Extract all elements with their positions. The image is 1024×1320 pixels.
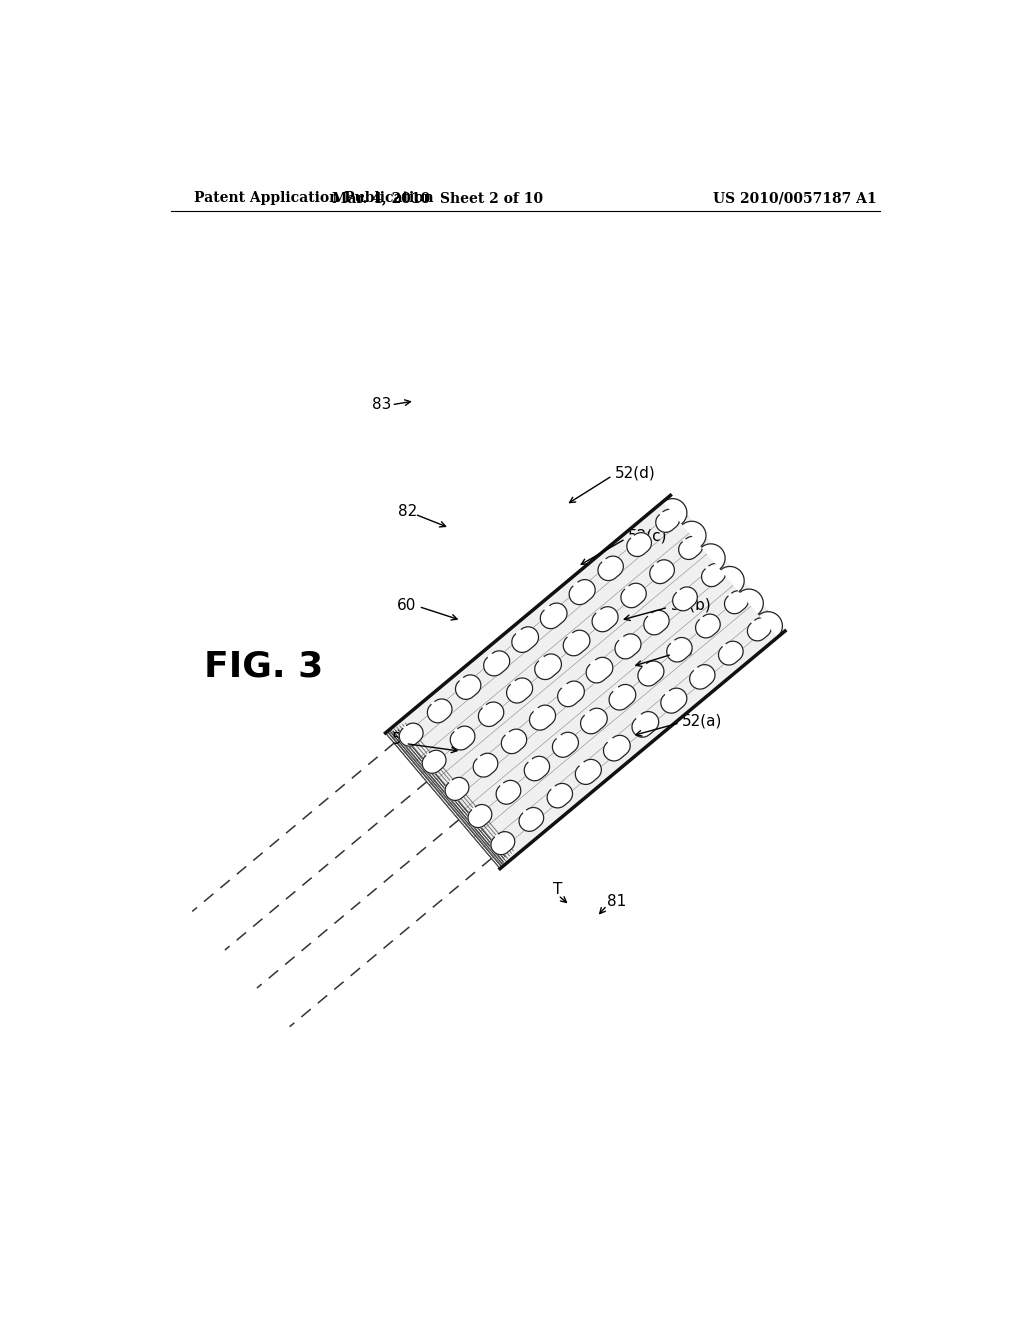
Text: 82: 82: [397, 503, 417, 519]
Text: 52(d): 52(d): [614, 465, 655, 480]
Text: FIG. 3: FIG. 3: [204, 649, 324, 684]
Polygon shape: [575, 759, 601, 784]
Polygon shape: [701, 564, 725, 586]
Polygon shape: [673, 587, 697, 611]
Polygon shape: [609, 685, 636, 710]
Polygon shape: [627, 533, 651, 557]
Polygon shape: [683, 521, 706, 546]
Polygon shape: [721, 566, 744, 591]
Polygon shape: [592, 607, 618, 632]
Polygon shape: [385, 495, 785, 869]
Text: 52(b): 52(b): [671, 598, 712, 612]
Text: US 2010/0057187 A1: US 2010/0057187 A1: [713, 191, 877, 206]
Polygon shape: [519, 808, 544, 832]
Polygon shape: [552, 733, 579, 758]
Polygon shape: [695, 614, 720, 638]
Text: 81: 81: [607, 894, 627, 909]
Polygon shape: [490, 832, 515, 855]
Polygon shape: [586, 657, 612, 682]
Polygon shape: [563, 630, 590, 656]
Text: 60: 60: [397, 598, 417, 612]
Polygon shape: [535, 653, 561, 680]
Polygon shape: [569, 579, 595, 605]
Polygon shape: [664, 499, 687, 524]
Polygon shape: [496, 780, 521, 804]
Polygon shape: [399, 723, 423, 746]
Polygon shape: [558, 681, 585, 706]
Polygon shape: [740, 589, 763, 614]
Polygon shape: [644, 610, 670, 635]
Text: 50: 50: [391, 733, 411, 747]
Polygon shape: [689, 664, 715, 689]
Polygon shape: [483, 651, 510, 676]
Polygon shape: [502, 729, 526, 754]
Text: 70: 70: [675, 644, 693, 659]
Polygon shape: [451, 726, 475, 750]
Polygon shape: [724, 590, 749, 614]
Polygon shape: [524, 756, 550, 781]
Polygon shape: [512, 627, 539, 652]
Polygon shape: [541, 603, 567, 628]
Polygon shape: [701, 544, 725, 569]
Polygon shape: [621, 583, 646, 607]
Polygon shape: [473, 754, 498, 777]
Polygon shape: [478, 702, 504, 726]
Polygon shape: [660, 688, 687, 713]
Polygon shape: [456, 675, 481, 700]
Polygon shape: [759, 611, 782, 636]
Polygon shape: [547, 783, 572, 808]
Polygon shape: [679, 536, 702, 560]
Polygon shape: [445, 777, 469, 800]
Text: 52(c): 52(c): [628, 528, 668, 544]
Polygon shape: [598, 556, 624, 581]
Polygon shape: [427, 700, 452, 723]
Polygon shape: [615, 634, 641, 659]
Polygon shape: [638, 661, 664, 686]
Polygon shape: [468, 804, 492, 828]
Polygon shape: [422, 750, 446, 774]
Polygon shape: [719, 642, 743, 665]
Text: 52(a): 52(a): [682, 713, 723, 729]
Polygon shape: [632, 711, 658, 737]
Polygon shape: [748, 618, 771, 642]
Polygon shape: [581, 709, 607, 734]
Polygon shape: [529, 705, 556, 730]
Polygon shape: [603, 735, 630, 760]
Polygon shape: [655, 510, 680, 532]
Text: Mar. 4, 2010  Sheet 2 of 10: Mar. 4, 2010 Sheet 2 of 10: [333, 191, 544, 206]
Text: Patent Application Publication: Patent Application Publication: [194, 191, 433, 206]
Polygon shape: [507, 678, 532, 704]
Polygon shape: [667, 638, 692, 663]
Text: T: T: [553, 882, 563, 898]
Polygon shape: [650, 560, 675, 583]
Text: 83: 83: [372, 397, 391, 412]
